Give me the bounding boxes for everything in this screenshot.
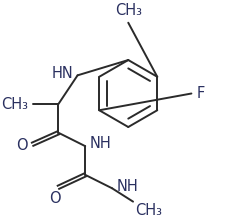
Text: O: O xyxy=(16,138,28,153)
Text: F: F xyxy=(195,86,204,101)
Text: NH: NH xyxy=(90,136,111,151)
Text: CH₃: CH₃ xyxy=(1,97,28,112)
Text: O: O xyxy=(49,191,60,206)
Text: CH₃: CH₃ xyxy=(114,3,141,18)
Text: NH: NH xyxy=(116,179,138,194)
Text: CH₃: CH₃ xyxy=(134,203,161,218)
Text: HN: HN xyxy=(51,66,73,81)
